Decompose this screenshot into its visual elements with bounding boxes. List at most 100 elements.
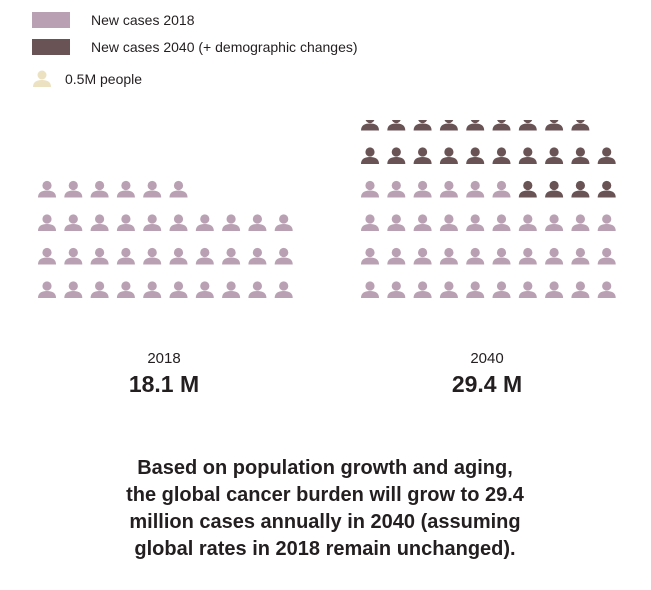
person-icon-2018-s0-0 (38, 281, 56, 298)
person-icon-2018-s0-28 (248, 214, 267, 231)
person-icon-2040-s1-7 (439, 147, 458, 164)
total-value-2018: 18.1 M (128, 371, 200, 397)
person-icon-2018-s0-25 (169, 214, 188, 231)
legend-label-2018: New cases 2018 (91, 11, 195, 28)
person-icon-2040-s1-15 (387, 120, 406, 131)
person-icon-2040-s0-33 (439, 180, 458, 198)
person-icon-2040-s1-13 (597, 147, 616, 164)
legend-label-2040: New cases 2040 (+ demographic changes) (91, 38, 358, 55)
total-value-2040: 29.4 M (451, 371, 523, 397)
person-icon-2018-s0-6 (195, 281, 214, 298)
person-icon-2040-s0-16 (518, 247, 537, 265)
person-icon-2040-s0-10 (361, 247, 379, 265)
person-icon-2040-s0-29 (597, 214, 616, 231)
person-icon-2040-s0-26 (518, 214, 537, 231)
person-icon (33, 70, 51, 87)
person-icon-2040-s1-11 (545, 147, 564, 164)
person-icon-2040-s1-5 (387, 147, 406, 164)
person-icon-2040-s0-0 (361, 281, 379, 298)
person-icon-2040-s0-31 (387, 180, 406, 198)
person-icon-2040-s1-12 (571, 147, 590, 164)
person-icon-2018-s0-1 (64, 281, 83, 298)
person-icon-2040-s1-19 (492, 120, 511, 131)
person-icon-2040-s0-12 (413, 247, 432, 265)
person-icon-2018-s0-19 (274, 247, 293, 265)
person-icon-2040-s0-30 (361, 180, 379, 198)
caption: Based on population growth and aging, th… (126, 457, 524, 560)
person-icon-2040-s1-8 (466, 147, 485, 164)
person-icon-2018-s0-34 (143, 180, 162, 198)
person-icon-2018-s0-15 (169, 247, 188, 265)
person-icon-2040-s1-20 (518, 120, 537, 131)
person-icon-2040-s0-15 (492, 247, 511, 265)
person-icon-2018-s0-7 (222, 281, 241, 298)
person-icon-2018-s0-35 (169, 180, 188, 198)
person-icon-2018-s0-31 (64, 180, 83, 198)
person-icon-2040-s0-5 (492, 281, 511, 298)
person-icon-2040-s0-19 (597, 247, 616, 265)
person-icon-2040-s0-20 (361, 214, 379, 231)
person-icon-2018-s0-17 (222, 247, 241, 265)
person-icon-2040-s0-35 (492, 180, 511, 198)
person-icon-2018-s0-32 (90, 180, 109, 198)
person-icon-2018-s0-9 (274, 281, 293, 298)
person-icon-2018-s0-10 (38, 247, 56, 265)
legend-unit: 0.5M people (32, 70, 358, 88)
person-icon-2040-s0-25 (492, 214, 511, 231)
person-icon-2040-s0-27 (545, 214, 564, 231)
person-icon-2040-s1-16 (413, 120, 432, 131)
person-icon-2018-s0-13 (116, 247, 135, 265)
person-icon-2040-s1-14 (361, 120, 379, 131)
person-icon-2018-s0-23 (116, 214, 135, 231)
person-icon-2040-s1-10 (518, 147, 537, 164)
person-icon-2040-s0-1 (387, 281, 406, 298)
person-icon-2040-s0-8 (571, 281, 590, 298)
person-icon-2040-s0-17 (545, 247, 564, 265)
year-label-2040: 2040 (470, 350, 504, 367)
person-icon-2040-s0-2 (413, 281, 432, 298)
person-icon-2040-s1-6 (413, 147, 432, 164)
person-icon-2018-s0-33 (116, 180, 135, 198)
person-icon-2018-s0-11 (64, 247, 83, 265)
person-icon-2040-s1-3 (597, 180, 616, 198)
person-icon-2018-s0-30 (38, 180, 56, 198)
person-icon-2040-s0-32 (413, 180, 432, 198)
person-icon-2018-s0-18 (248, 247, 267, 265)
person-icon-2018-s0-24 (143, 214, 162, 231)
person-icon-2018-s0-5 (169, 281, 188, 298)
person-icon-2040-s0-9 (597, 281, 616, 298)
person-icon-2018-s0-29 (274, 214, 293, 231)
person-icon-2040-s1-2 (571, 180, 590, 198)
legend-item-2018: New cases 2018 (32, 6, 358, 33)
person-icon-2018-s0-26 (195, 214, 214, 231)
person-icon-2040-s1-9 (492, 147, 511, 164)
person-icon-2040-s0-4 (466, 281, 485, 298)
legend-swatch-2018 (32, 11, 70, 28)
person-icon-2018-s0-20 (38, 214, 56, 231)
person-icon-2018-s0-12 (90, 247, 109, 265)
person-icon-2040-s0-14 (466, 247, 485, 265)
person-icon-2018-s0-14 (143, 247, 162, 265)
person-icon-2040-s1-22 (571, 120, 590, 131)
unit-label: 0.5M people (65, 71, 143, 87)
person-icon-2040-s0-22 (413, 214, 432, 231)
legend-swatch-2040 (32, 38, 70, 55)
person-icon-2018-s0-22 (90, 214, 109, 231)
person-icon-2018-s0-4 (143, 281, 162, 298)
person-icon-2040-s0-7 (545, 281, 564, 298)
person-icon-2040-s0-11 (387, 247, 406, 265)
person-icon-2040-s0-13 (439, 247, 458, 265)
person-icon-2018-s0-3 (116, 281, 135, 298)
person-icon-2018-s0-27 (222, 214, 241, 231)
person-icon-2040-s0-24 (466, 214, 485, 231)
person-icon-2040-s1-21 (545, 120, 564, 131)
person-icon-2018-s0-16 (195, 247, 214, 265)
person-icon-2040-s0-28 (571, 214, 590, 231)
pictogram-chart (38, 120, 616, 298)
person-icon-2040-s1-18 (466, 120, 485, 131)
legend: New cases 2018 New cases 2040 (+ demogra… (32, 6, 358, 88)
person-icon-2018-s0-2 (90, 281, 109, 298)
person-icon-2018-s0-8 (248, 281, 267, 298)
year-label-2018: 2018 (147, 350, 181, 367)
person-icon-2040-s0-21 (387, 214, 406, 231)
